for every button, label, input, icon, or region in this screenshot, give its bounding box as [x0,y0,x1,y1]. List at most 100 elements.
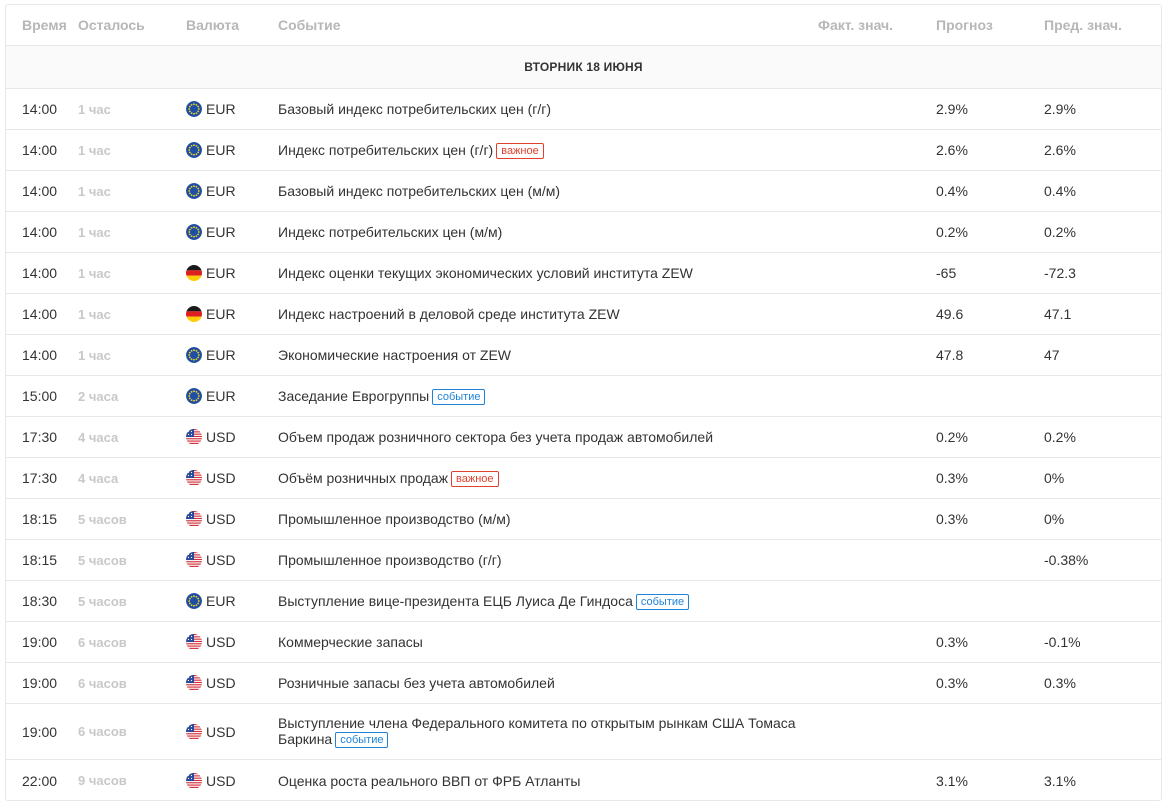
event-name-cell[interactable]: Экономические настроения от ZEW [278,347,818,363]
time-left: 4 часа [78,470,119,486]
table-row[interactable]: 14:00 1 час EUR Индекс настроений в дело… [6,294,1161,335]
currency-code: EUR [206,388,236,404]
event-time: 17:30 [22,429,58,445]
time-left: 6 часов [78,634,127,650]
time-left: 5 часов [78,593,127,609]
event-name-cell[interactable]: Промышленное производство (м/м) [278,511,818,527]
currency-cell: EUR [186,101,278,117]
eu-flag-icon [186,347,202,363]
event-name-cell[interactable]: Выступление члена Федерального комитета … [278,715,818,748]
event-name-cell[interactable]: Оценка роста реального ВВП от ФРБ Атлант… [278,773,818,789]
forecast-value: 0.3% [936,675,968,691]
event-name[interactable]: Базовый индекс потребительских цен (г/г) [278,101,552,117]
table-row[interactable]: 17:30 4 часа USD Объем продаж розничного… [6,417,1161,458]
event-time: 14:00 [22,224,58,240]
event-name[interactable]: Промышленное производство (г/г) [278,552,502,568]
table-row[interactable]: 15:00 2 часа EUR Заседание Еврогруппы соб… [6,376,1161,417]
table-row[interactable]: 18:15 5 часов USD Промышленное производс… [6,540,1161,581]
time-left: 2 часа [78,388,119,404]
currency-cell: EUR [186,142,278,158]
de-flag-icon [186,306,202,322]
us-flag-icon [186,470,202,486]
forecast-value: 2.6% [936,142,968,158]
us-flag-icon [186,675,202,691]
event-name-cell[interactable]: Объем продаж розничного сектора без учет… [278,429,818,445]
event-name-cell[interactable]: Коммерческие запасы [278,634,818,650]
previous-value: 3.1% [1044,772,1076,789]
event-name[interactable]: Оценка роста реального ВВП от ФРБ Атлант… [278,772,581,789]
previous-value: 0.4% [1044,183,1076,199]
event-name[interactable]: Индекс настроений в деловой среде инстит… [278,306,620,322]
time-left: 1 час [78,265,111,281]
event-name[interactable]: Индекс оценки текущих экономических усло… [278,265,693,281]
event-name-cell[interactable]: Объём розничных продаж важное [278,470,818,487]
table-row[interactable]: 22:00 9 часов USD Оценка роста реального… [6,760,1161,800]
header-previous: Пред. знач. [1044,17,1122,33]
table-row[interactable]: 17:30 4 часа USD Объём розничных продаж в… [6,458,1161,499]
time-left: 5 часов [78,552,127,568]
event-name-cell[interactable]: Выступление вице-президента ЕЦБ Луиса Де… [278,593,818,610]
table-row[interactable]: 19:00 6 часов USD Выступление члена Феде… [6,704,1161,760]
table-row[interactable]: 18:15 5 часов USD Промышленное производс… [6,499,1161,540]
event-name-cell[interactable]: Индекс оценки текущих экономических усло… [278,265,818,281]
eu-flag-icon [186,101,202,117]
de-flag-icon [186,265,202,281]
time-left: 5 часов [78,511,127,527]
event-name[interactable]: Заседание Еврогруппы [278,387,430,404]
table-row[interactable]: 14:00 1 час EUR Экономические настроения… [6,335,1161,376]
table-row[interactable]: 19:00 6 часов USD Коммерческие запасы 0.… [6,622,1161,663]
event-name-cell[interactable]: Индекс потребительских цен (м/м) [278,224,818,240]
event-name[interactable]: Промышленное производство (м/м) [278,511,511,527]
currency-cell: USD [186,772,278,789]
table-row[interactable]: 14:00 1 час EUR Индекс потребительских ц… [6,130,1161,171]
event-name[interactable]: Объем продаж розничного сектора без учет… [278,429,714,445]
currency-cell: EUR [186,347,278,363]
time-left: 4 часа [78,429,119,445]
event-time: 14:00 [22,142,58,158]
currency-code: USD [206,723,236,740]
table-row[interactable]: 18:30 5 часов EUR Выступление вице-прези… [6,581,1161,622]
event-name-cell[interactable]: Заседание Еврогруппы событие [278,388,818,405]
table-row[interactable]: 14:00 1 час EUR Базовый индекс потребите… [6,171,1161,212]
event-name[interactable]: Базовый индекс потребительских цен (м/м) [278,183,561,199]
previous-value: 47 [1044,347,1060,363]
event-time: 14:00 [22,347,58,363]
forecast-value: 3.1% [936,772,968,789]
event-name-cell[interactable]: Базовый индекс потребительских цен (г/г) [278,101,818,117]
economic-calendar-table: Время Осталось Валюта Событие Факт. знач… [5,4,1162,801]
event-name[interactable]: Выступление члена Федерального комитета … [278,715,796,747]
currency-code: EUR [206,306,236,322]
previous-value: -72.3 [1044,265,1076,281]
forecast-value: -65 [936,265,957,281]
eu-flag-icon [186,593,202,609]
table-row[interactable]: 19:00 6 часов USD Розничные запасы без у… [6,663,1161,704]
forecast-value: 0.2% [936,429,968,445]
event-name-cell[interactable]: Индекс потребительских цен (г/г) важное [278,142,818,159]
event-name[interactable]: Экономические настроения от ZEW [278,347,511,363]
forecast-value: 0.2% [936,224,968,240]
day-separator: ВТОРНИК 18 ИЮНЯ [6,46,1161,89]
time-left: 9 часов [78,773,127,788]
event-name-cell[interactable]: Базовый индекс потребительских цен (м/м) [278,183,818,199]
currency-cell: USD [186,429,278,445]
event-badge: важное [451,470,499,487]
currency-cell: EUR [186,593,278,609]
table-row[interactable]: 14:00 1 час EUR Индекс оценки текущих эк… [6,253,1161,294]
event-name[interactable]: Индекс потребительских цен (м/м) [278,224,503,240]
previous-value: 47.1 [1044,306,1072,322]
event-name-cell[interactable]: Индекс настроений в деловой среде инстит… [278,306,818,322]
table-row[interactable]: 14:00 1 час EUR Базовый индекс потребите… [6,89,1161,130]
time-left: 1 час [78,306,111,322]
event-name-cell[interactable]: Розничные запасы без учета автомобилей [278,675,818,691]
table-row[interactable]: 14:00 1 час EUR Индекс потребительских ц… [6,212,1161,253]
event-name[interactable]: Объём розничных продаж [278,469,449,486]
event-name-cell[interactable]: Промышленное производство (г/г) [278,552,818,568]
currency-code: EUR [206,593,236,609]
event-name[interactable]: Индекс потребительских цен (г/г) [278,141,494,158]
event-time: 18:15 [22,511,58,527]
event-time: 15:00 [22,388,58,404]
event-name[interactable]: Выступление вице-президента ЕЦБ Луиса Де… [278,592,633,609]
event-name[interactable]: Коммерческие запасы [278,634,423,650]
event-name[interactable]: Розничные запасы без учета автомобилей [278,675,555,691]
us-flag-icon [186,552,202,568]
